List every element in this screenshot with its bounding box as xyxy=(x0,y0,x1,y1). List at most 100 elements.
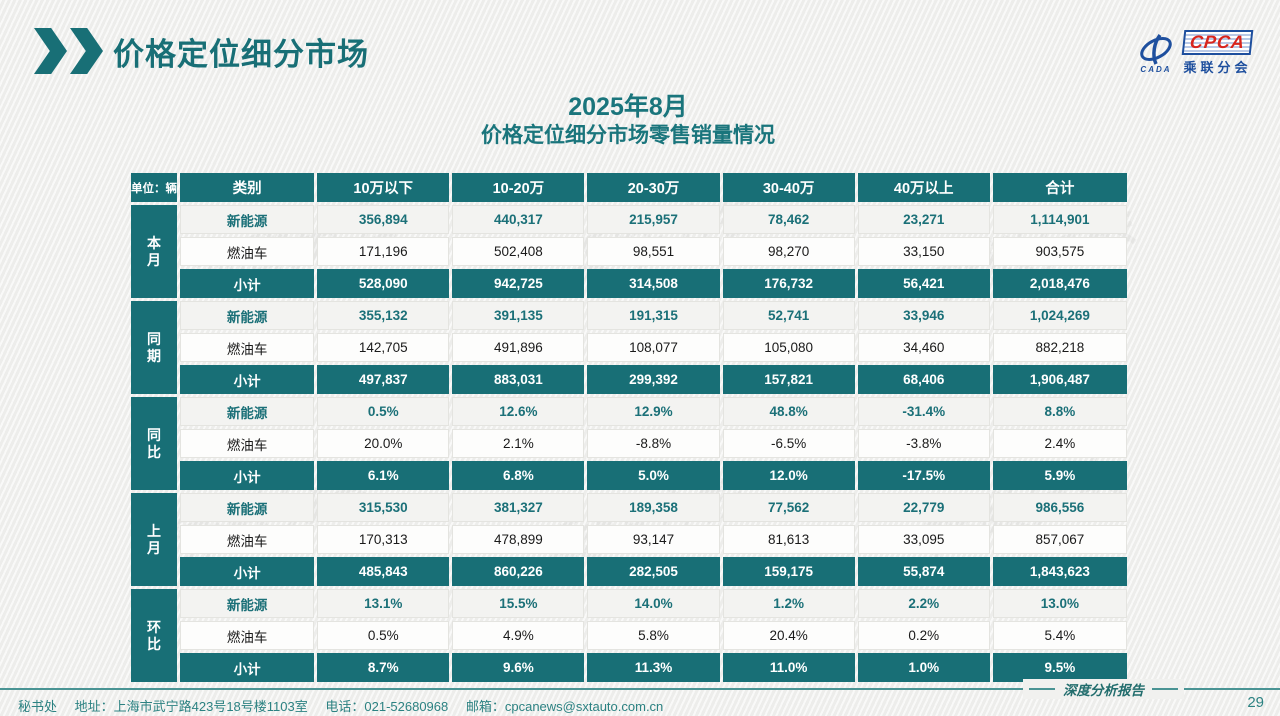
value-cell: 1.2% xyxy=(722,589,855,618)
row-group-label: 环 比 xyxy=(131,589,178,682)
value-cell: 299,392 xyxy=(587,365,720,394)
table-row: 同 期新能源 355,132 391,135 191,315 52,741 33,946 1… xyxy=(131,301,1127,394)
value-cell: 5.8% xyxy=(587,621,720,650)
value-cell: 12.9% xyxy=(587,397,720,426)
table-row: 本 月新能源 356,894 440,317 215,957 78,462 23,271 1… xyxy=(131,205,1127,298)
value-cell: 1.0% xyxy=(857,653,990,682)
value-cell: 14.0% xyxy=(587,589,720,618)
value-cell: 1,024,269 xyxy=(992,301,1127,330)
value-cell: 33,095 xyxy=(857,525,990,554)
table-header-row-tr: 单位：辆 类别 10万以下 10-20万 20-30万 30-40万 40万以上 合计 xyxy=(131,173,1127,202)
value-cell: 860,226 xyxy=(452,557,585,586)
value-cell: 478,899 xyxy=(452,525,585,554)
value-cell: 8.7% xyxy=(317,653,450,682)
value-cell: 5.0% xyxy=(587,461,720,490)
category-cell: 燃油车 xyxy=(180,621,315,650)
value-cell: 381,327 xyxy=(452,493,585,522)
value-cell: 986,556 xyxy=(992,493,1127,522)
value-cell: 497,837 xyxy=(317,365,450,394)
value-cell: 98,270 xyxy=(722,237,855,266)
column-header: 20-30万 xyxy=(587,173,720,202)
value-cell: 485,843 xyxy=(317,557,450,586)
category-cell: 小计 xyxy=(180,365,315,394)
value-cell: 157,821 xyxy=(722,365,855,394)
category-cell: 新能源 xyxy=(180,493,315,522)
value-cell: 2.1% xyxy=(452,429,585,458)
value-cell: 78,462 xyxy=(722,205,855,234)
value-cell: 52,741 xyxy=(722,301,855,330)
value-cell: 171,196 xyxy=(317,237,450,266)
value-cell: -17.5% xyxy=(857,461,990,490)
footer-email: 邮箱：cpcanews@sxtauto.com.cn xyxy=(465,699,664,714)
value-cell: 34,460 xyxy=(857,333,990,362)
footer-phone: 电话：021-52680968 xyxy=(325,699,449,714)
table-row: 小计 485,843 860,226 282,505 159,175 55,874 1,84… xyxy=(131,557,1127,586)
column-header: 30-40万 xyxy=(722,173,855,202)
chevron-right-icon xyxy=(70,28,103,74)
value-cell: 20.0% xyxy=(317,429,450,458)
value-cell: 93,147 xyxy=(587,525,720,554)
report-type-label: 深度分析报告 xyxy=(1023,679,1184,699)
sales-table-wrap: 单位：辆 类别 10万以下 10-20万 20-30万 30-40万 40万以上 合计 本… xyxy=(128,170,1130,685)
category-cell: 小计 xyxy=(180,269,315,298)
value-cell: 5.4% xyxy=(992,621,1127,650)
value-cell: 98,551 xyxy=(587,237,720,266)
category-cell: 燃油车 xyxy=(180,333,315,362)
table-row: 小计 497,837 883,031 299,392 157,821 68,406 1,90… xyxy=(131,365,1127,394)
value-cell: 12.0% xyxy=(722,461,855,490)
table-row: 燃油车 0.5% 4.9% 5.8% 20.4% 0.2% 5.4% xyxy=(131,621,1127,650)
value-cell: 883,031 xyxy=(452,365,585,394)
table-row: 环 比新能源 13.1% 15.5% 14.0% 1.2% 2.2% 13.0% xyxy=(131,589,1127,682)
footer-contact: 秘书处 地址：上海市武宁路423号18号楼1103室 电话：021-526809… xyxy=(18,696,677,715)
value-cell: 23,271 xyxy=(857,205,990,234)
cada-swoosh-icon xyxy=(1140,33,1172,65)
value-cell: 55,874 xyxy=(857,557,990,586)
value-cell: 355,132 xyxy=(317,301,450,330)
value-cell: 5.9% xyxy=(992,461,1127,490)
table-row: 燃油车 20.0% 2.1% -8.8% -6.5% -3.8% 2.4% xyxy=(131,429,1127,458)
value-cell: 11.3% xyxy=(587,653,720,682)
value-cell: 0.5% xyxy=(317,397,450,426)
value-cell: -3.8% xyxy=(857,429,990,458)
value-cell: 142,705 xyxy=(317,333,450,362)
value-cell: 22,779 xyxy=(857,493,990,522)
value-cell: 502,408 xyxy=(452,237,585,266)
page-title: 价格定位细分市场 xyxy=(113,36,369,72)
value-cell: 68,406 xyxy=(857,365,990,394)
value-cell: 903,575 xyxy=(992,237,1127,266)
column-header: 10万以下 xyxy=(317,173,450,202)
column-header: 合计 xyxy=(992,173,1127,202)
unit-label: 单位：辆 xyxy=(131,173,178,202)
column-header: 10-20万 xyxy=(452,173,585,202)
category-cell: 燃油车 xyxy=(180,429,315,458)
row-group-label: 同 比 xyxy=(131,397,178,490)
value-cell: 942,725 xyxy=(452,269,585,298)
value-cell: 491,896 xyxy=(452,333,585,362)
category-cell: 燃油车 xyxy=(180,525,315,554)
value-cell: 4.9% xyxy=(452,621,585,650)
value-cell: 56,421 xyxy=(857,269,990,298)
value-cell: 48.8% xyxy=(722,397,855,426)
page-number: 29 xyxy=(1247,694,1264,711)
footer-divider xyxy=(0,688,1280,690)
value-cell: 12.6% xyxy=(452,397,585,426)
value-cell: 20.4% xyxy=(722,621,855,650)
value-cell: 189,358 xyxy=(587,493,720,522)
value-cell: 2.4% xyxy=(992,429,1127,458)
value-cell: 170,313 xyxy=(317,525,450,554)
category-cell: 小计 xyxy=(180,653,315,682)
value-cell: 108,077 xyxy=(587,333,720,362)
value-cell: 33,150 xyxy=(857,237,990,266)
category-cell: 新能源 xyxy=(180,301,315,330)
cada-text: CADA xyxy=(1140,65,1172,74)
value-cell: 13.0% xyxy=(992,589,1127,618)
value-cell: 9.5% xyxy=(992,653,1127,682)
chevron-right-icon xyxy=(34,28,67,74)
value-cell: 105,080 xyxy=(722,333,855,362)
value-cell: 191,315 xyxy=(587,301,720,330)
footer-secretariat: 秘书处 xyxy=(18,699,58,714)
value-cell: 0.5% xyxy=(317,621,450,650)
double-chevron-icon xyxy=(34,28,103,74)
value-cell: 315,530 xyxy=(317,493,450,522)
